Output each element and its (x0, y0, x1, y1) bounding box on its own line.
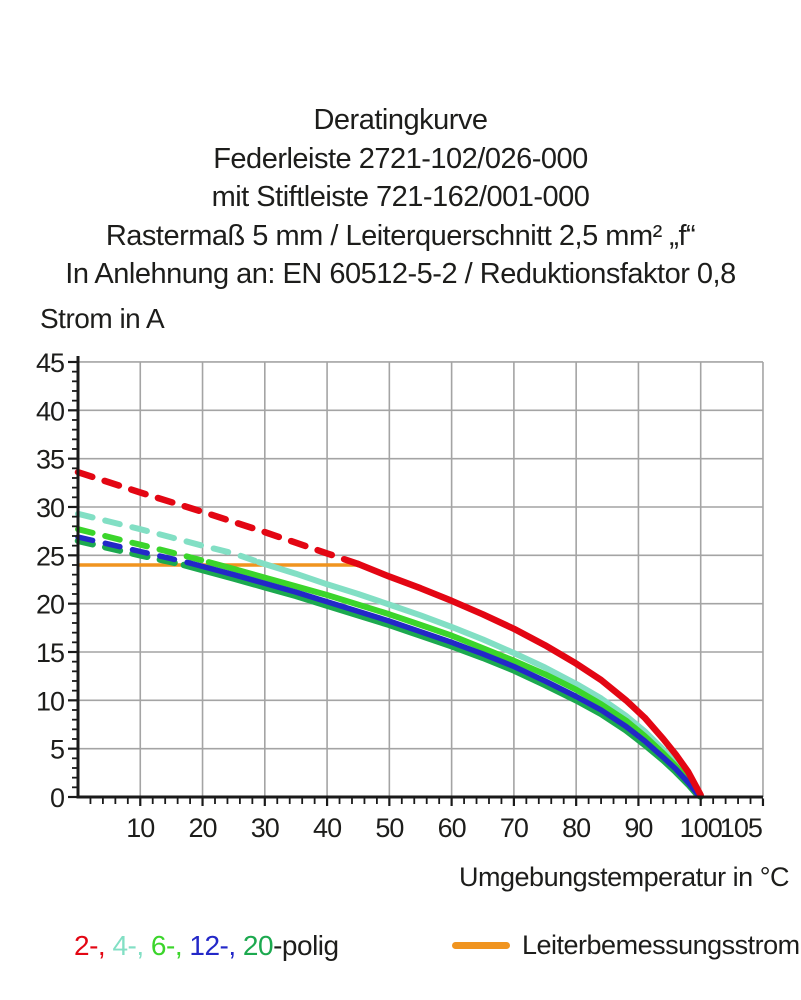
series-2-polig (74, 468, 704, 799)
reference-line-swatch (452, 942, 510, 949)
series-12-polig-solid (187, 560, 704, 799)
series-6-polig-dashed (75, 526, 212, 566)
reference-line-label: Leiterbemessungsstrom (522, 930, 800, 960)
legend-pole-segment: 4-, (105, 930, 144, 961)
title-line-4: Rastermaß 5 mm / Leiterquerschnitt 2,5 m… (105, 219, 696, 252)
x-tick-label: 70 (500, 813, 528, 843)
x-tick-label: 20 (189, 813, 217, 843)
y-tick-label: 0 (50, 783, 64, 813)
series-2-polig-dashed (74, 468, 362, 568)
series-4-polig-dashed (75, 510, 262, 566)
chart-title-block: Deratingkurve Federleiste 2721-102/026-0… (0, 101, 801, 294)
x-tick-label: 30 (251, 813, 279, 843)
grid (78, 361, 764, 797)
legend-pole-segment: 20 (235, 930, 274, 961)
y-tick-label: 5 (50, 735, 64, 765)
legend-pole-segment: 2-, (74, 930, 106, 961)
x-tick-label: 60 (438, 813, 466, 843)
x-tick-label: 80 (562, 813, 590, 843)
series-12-polig-dashed (75, 534, 193, 566)
y-tick-label: 35 (36, 445, 64, 475)
title-line-5: In Anlehnung an: EN 60512-5-2 / Reduktio… (65, 258, 736, 290)
x-axis-title: Umgebungstemperatur in °C (459, 862, 789, 892)
x-tick-label: 40 (313, 813, 341, 843)
x-tick-label: 100 (680, 813, 722, 843)
x-tick-label: 50 (375, 813, 403, 843)
legend-pole-segment: -polig (273, 930, 339, 961)
y-tick-label: 15 (36, 638, 64, 668)
y-tick-label: 25 (36, 541, 64, 571)
y-tick-label: 20 (36, 590, 64, 620)
series-6-polig-solid (205, 559, 704, 799)
x-tick-label: 90 (624, 813, 652, 843)
series-12-polig (75, 534, 704, 799)
derating-chart: 0 5 10 15 20 25 30 35 40 45 10 20 30 40 50 60 70 80 90 1001… (36, 348, 765, 843)
title-line-1: Deratingkurve (313, 104, 488, 136)
y-axis-title: Strom in A (40, 303, 165, 334)
y-tick-label: 40 (36, 396, 64, 426)
legend-pole-segment: 6-, (143, 930, 183, 961)
x-tick-label: 10 (126, 813, 154, 843)
y-tick-label: 30 (36, 493, 64, 523)
y-tick-label: 10 (36, 686, 64, 716)
axes (76, 355, 763, 799)
title-line-3: mit Stiftleiste 721-162/001-000 (211, 181, 590, 213)
legend-reference: Leiterbemessungsstrom (452, 930, 800, 961)
tick-labels: 0 5 10 15 20 25 30 35 40 45 10 20 30 40 50 60 70 80 90 1001… (36, 348, 763, 843)
ticks (68, 360, 765, 806)
legend-pole-segment: 12-, (182, 930, 236, 961)
series-2-polig-solid (354, 560, 704, 799)
title-line-2: Federleiste 2721-102/026-000 (213, 142, 588, 175)
y-tick-label: 45 (36, 348, 64, 378)
series-20-polig-dashed (74, 537, 188, 569)
legend-poles: 2-, 4-, 6-, 12-, 20-polig (74, 930, 339, 962)
x-tick-label: 105 (720, 813, 762, 843)
